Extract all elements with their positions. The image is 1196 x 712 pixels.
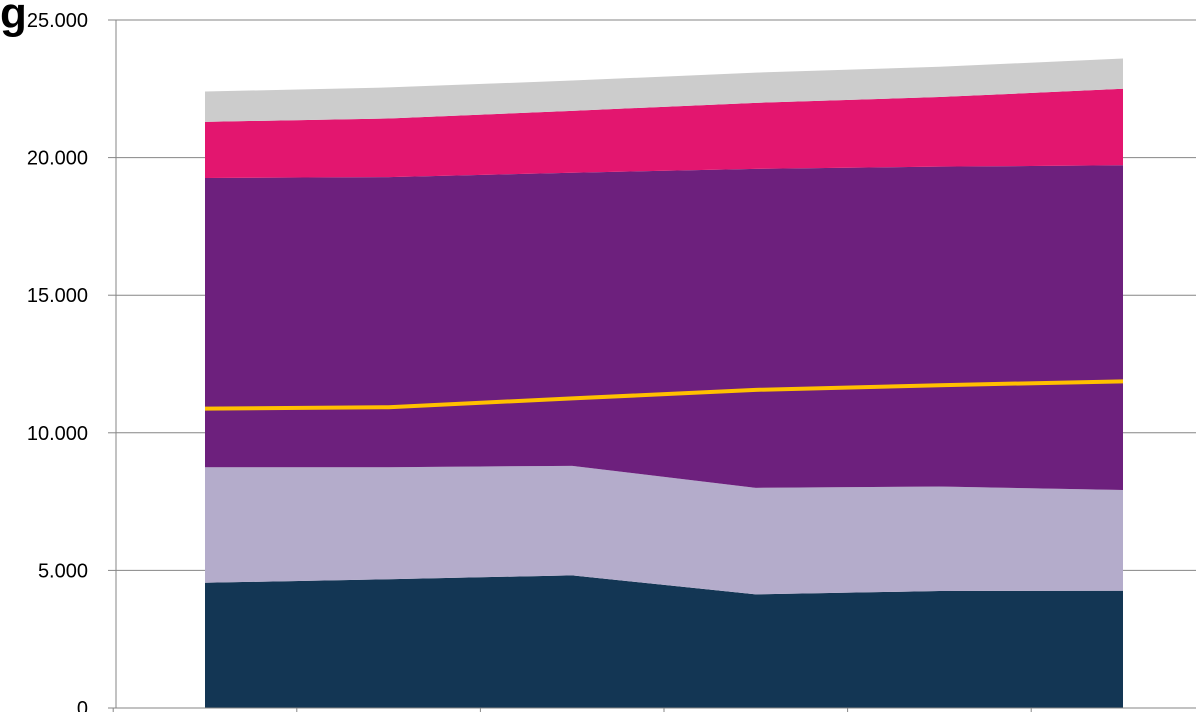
area-series [205,165,1123,491]
area-series [205,575,1123,708]
axes [108,19,1196,712]
y-tick-label: 5.000 [38,560,88,582]
chart-title-fragment: g [0,0,27,38]
area-series [205,58,1123,122]
overlay-line [204,379,1124,411]
y-tick-label: 0 [77,698,88,712]
y-tick-label: 10.000 [27,423,88,445]
stacked-areas [205,58,1123,708]
y-tick-labels: 0 5.000 10.000 15.000 20.000 25.000 [27,10,88,712]
y-tick-label: 15.000 [27,285,88,307]
area-series [205,88,1123,178]
line-series [204,379,1124,411]
y-tick-label: 25.000 [27,10,88,32]
area-series [205,465,1123,595]
y-tick-label: 20.000 [27,148,88,170]
